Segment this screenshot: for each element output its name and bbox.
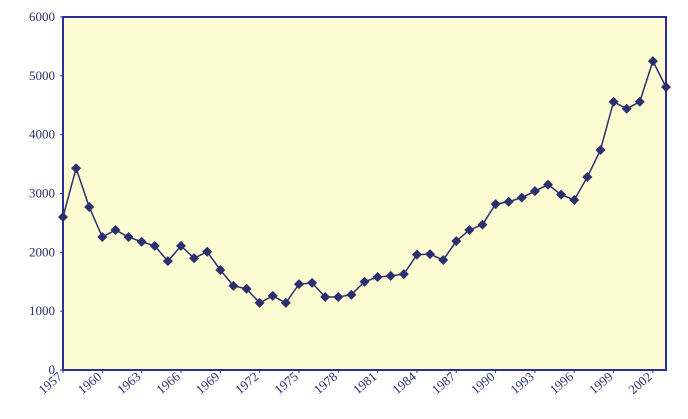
data-point: [438, 254, 449, 265]
y-tick-label: 0: [49, 362, 56, 377]
data-point: [464, 224, 475, 235]
data-point: [634, 96, 645, 107]
data-point: [359, 276, 370, 287]
plot-area: [62, 16, 667, 371]
y-tick-label: 6000: [29, 9, 55, 24]
data-point: [110, 224, 121, 235]
data-point: [490, 199, 501, 210]
data-point: [503, 196, 514, 207]
x-tick-label: 1996: [547, 368, 577, 397]
x-tick-label: 1987: [429, 368, 459, 397]
x-tick-label: 1981: [350, 369, 380, 397]
data-point: [320, 292, 331, 303]
x-tick-label: 1990: [468, 369, 498, 397]
data-point: [241, 283, 252, 294]
data-point: [608, 96, 619, 107]
data-point: [189, 253, 200, 264]
data-point: [202, 246, 213, 257]
data-point: [267, 290, 278, 301]
data-point: [543, 179, 554, 190]
y-tick-label: 1000: [29, 303, 55, 318]
data-point: [661, 82, 671, 93]
data-point: [84, 202, 95, 213]
data-point: [398, 269, 409, 280]
y-tick-label: 3000: [29, 186, 55, 201]
data-point: [136, 236, 147, 247]
data-point: [477, 219, 488, 230]
x-tick-label: 1969: [193, 369, 223, 397]
data-point: [569, 194, 580, 205]
x-tick-label: 1966: [153, 368, 183, 397]
y-tick-label: 2000: [29, 244, 55, 259]
data-point: [582, 172, 593, 183]
data-point: [215, 264, 226, 275]
data-point: [529, 186, 540, 197]
x-tick-label: 1984: [389, 368, 419, 397]
x-tick-label: 1960: [75, 369, 105, 397]
data-point: [425, 249, 436, 260]
x-tick-label: 1975: [271, 369, 301, 397]
data-point: [556, 189, 567, 200]
data-point: [516, 192, 527, 203]
x-tick-label: 2002: [625, 369, 655, 397]
x-tick-label: 1978: [311, 369, 341, 397]
data-point: [385, 270, 396, 281]
data-point: [451, 236, 462, 247]
data-point: [123, 232, 134, 243]
y-tick-label: 4000: [29, 127, 55, 142]
data-point: [149, 240, 160, 251]
data-point: [228, 280, 239, 291]
x-tick-label: 1999: [586, 369, 616, 397]
data-point: [621, 103, 632, 114]
data-point: [333, 292, 344, 303]
x-tick-label: 1963: [114, 369, 144, 397]
data-point: [254, 297, 265, 308]
data-point: [307, 277, 318, 288]
data-point: [647, 56, 658, 67]
data-point: [346, 289, 357, 300]
data-point: [280, 297, 291, 308]
data-point: [411, 249, 422, 260]
x-tick-label: 1993: [507, 369, 537, 397]
data-point: [162, 256, 173, 267]
data-point: [595, 144, 606, 155]
data-point: [372, 272, 383, 283]
data-point: [58, 212, 68, 223]
x-tick-label: 1957: [35, 368, 65, 397]
data-point: [97, 232, 108, 243]
x-tick-label: 1972: [232, 369, 262, 397]
data-point: [175, 240, 186, 251]
data-point: [293, 279, 304, 290]
y-tick-label: 5000: [29, 68, 55, 83]
data-point: [71, 163, 82, 174]
